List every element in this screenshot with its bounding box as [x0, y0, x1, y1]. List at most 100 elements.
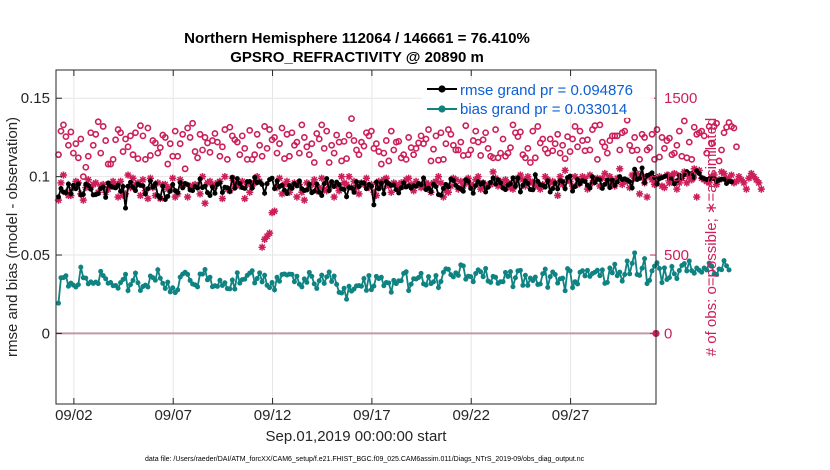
obs-possible-point — [561, 155, 569, 162]
obs-possible-point — [477, 152, 485, 159]
obs-possible-point — [233, 138, 241, 146]
obs-possible-point — [325, 159, 333, 166]
obs-possible-point — [253, 130, 261, 138]
rmse-series-point — [147, 178, 153, 184]
obs-possible-point — [102, 137, 110, 144]
obs-possible-point — [298, 121, 306, 129]
obs-assimilated-point — [437, 179, 445, 187]
bias-series-point — [435, 285, 441, 291]
bias-series-point — [505, 274, 511, 280]
rmse-series-point — [679, 175, 685, 181]
obs-assimilated-point — [419, 182, 428, 190]
bias-series-point — [98, 268, 104, 274]
bias-series-point — [562, 288, 568, 294]
rmse-series-point — [642, 180, 648, 186]
rmse-series-point — [440, 185, 446, 191]
rmse-series-point — [530, 187, 536, 193]
bias-series-point — [726, 267, 732, 273]
bias-series-point — [160, 280, 166, 286]
y-tick-label: 0.05 — [21, 247, 50, 264]
obs-possible-point — [176, 140, 184, 148]
bias-series-point — [319, 272, 325, 278]
bias-series-point — [339, 290, 345, 296]
obs-assimilated-point — [352, 184, 361, 192]
bias-series-point — [622, 271, 628, 277]
obs-possible-point — [77, 135, 85, 143]
rmse-series-point — [55, 194, 61, 200]
obs-possible-point — [673, 141, 681, 149]
obs-possible-point — [529, 127, 537, 135]
bias-series-point — [676, 268, 682, 274]
obs-assimilated-point — [370, 188, 378, 196]
obs-possible-point — [330, 149, 338, 157]
legend-bias-label: bias grand pr = 0.033014 — [460, 101, 627, 118]
rmse-series-point — [587, 185, 593, 191]
obs-possible-point — [482, 129, 490, 137]
rmse-series-point — [507, 181, 513, 187]
obs-assimilated-point — [405, 174, 413, 182]
bias-series-point — [135, 280, 141, 286]
obs-assimilated-point — [636, 190, 644, 198]
x-tick-label: 09/22 — [452, 407, 490, 424]
rmse-series-point — [306, 181, 312, 187]
bias-series-point — [575, 281, 581, 287]
rmse-series-point — [376, 186, 382, 192]
bias-series-point — [130, 277, 136, 283]
rmse-series-point — [167, 188, 173, 194]
obs-assimilated-point — [469, 182, 477, 190]
obs-assimilated-point — [116, 177, 125, 185]
bias-series-point — [145, 284, 151, 290]
data-file-annotation: data file: /Users/raeder/DAI/ATM_forcXX/… — [145, 456, 585, 463]
rmse-series-point — [180, 185, 186, 191]
rmse-series-point — [363, 186, 369, 192]
bias-series-point — [195, 284, 201, 290]
obs-possible-point — [151, 139, 159, 147]
obs-assimilated-point — [424, 180, 433, 189]
legend-box — [422, 80, 654, 118]
obs-assimilated-point — [335, 187, 343, 195]
obs-possible-point — [472, 127, 480, 135]
bias-series-point — [642, 256, 648, 262]
bias-series-point — [262, 272, 268, 278]
obs-assimilated-point — [112, 180, 120, 189]
obs-possible-point — [196, 130, 204, 138]
obs-possible-point — [271, 134, 278, 141]
rmse-series-point — [361, 180, 367, 186]
bias-series-point — [403, 269, 409, 275]
bias-series-point — [483, 266, 489, 272]
obs-assimilated-point — [176, 176, 184, 184]
obs-possible-point — [320, 145, 328, 152]
obs-possible-point — [186, 134, 194, 141]
bias-series-point — [378, 274, 384, 280]
obs-possible-point — [549, 147, 557, 155]
obs-possible-point — [69, 149, 77, 157]
bias-series-point — [540, 271, 546, 277]
x-tick-label: 09/02 — [55, 407, 93, 424]
obs-possible-point — [395, 137, 403, 145]
obs-assimilated-point — [489, 168, 497, 176]
obs-assimilated-point — [330, 193, 338, 201]
obs-assimilated-point — [236, 182, 244, 190]
rmse-series-point — [326, 188, 332, 194]
bias-series-point — [522, 272, 528, 278]
obs-possible-point — [410, 151, 418, 159]
bias-series-point — [666, 275, 672, 281]
obs-assimilated-point — [124, 171, 132, 179]
x-tick-label: 09/12 — [254, 407, 292, 424]
obs-assimilated-point — [735, 173, 743, 181]
obs-assimilated-point — [705, 179, 713, 187]
rmse-series-point — [696, 170, 702, 176]
rmse-series-point — [115, 182, 121, 188]
obs-possible-point — [720, 129, 728, 137]
rmse-series-point — [607, 185, 613, 191]
rmse-series-point — [152, 181, 158, 187]
rmse-series-point — [378, 180, 384, 186]
obs-assimilated-point — [355, 190, 363, 198]
y-right-tick-label: 500 — [664, 247, 689, 264]
obs-possible-point — [670, 149, 678, 157]
obs-assimilated-point — [613, 174, 621, 182]
obs-assimilated-point — [305, 184, 313, 192]
obs-assimilated-point — [457, 177, 465, 185]
bias-series-point — [604, 279, 610, 285]
bias-series-point — [326, 269, 332, 275]
